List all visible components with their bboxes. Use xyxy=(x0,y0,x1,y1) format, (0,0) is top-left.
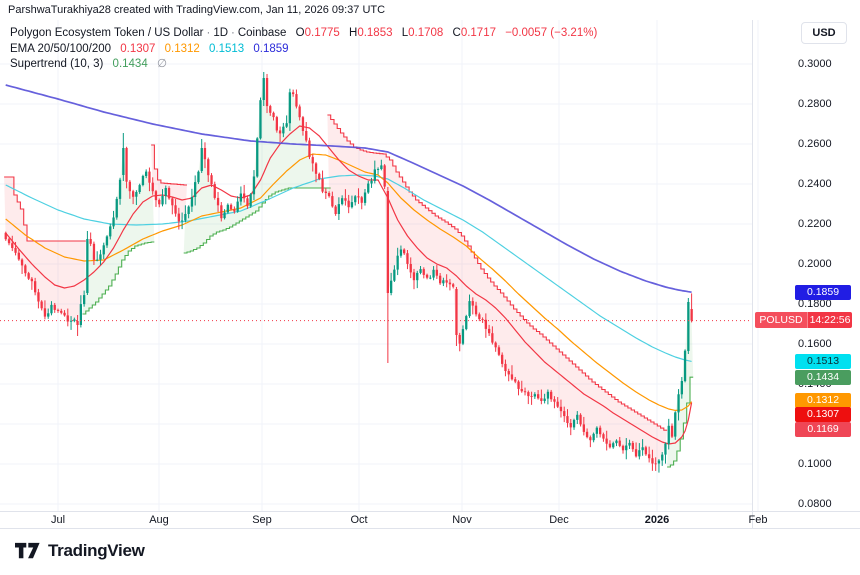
tradingview-logo-text: TradingView xyxy=(48,541,145,560)
price-tick-0.3000: 0.3000 xyxy=(798,57,832,70)
price-tick-0.1800: 0.1800 xyxy=(798,297,832,310)
chart-legend: Polygon Ecosystem Token / US Dollar · 1D · C… xyxy=(10,26,597,73)
price-scale-axis[interactable]: 0.3000 0.2800 0.2600 0.2400 0.2200 0.2000 0.18… xyxy=(753,20,860,512)
ema50-line xyxy=(5,153,693,411)
ema100-line xyxy=(5,174,692,362)
supertrend-price-tag: 0.1434 xyxy=(795,369,851,385)
symbol-title: Polygon Ecosystem Token / US Dollar xyxy=(10,27,204,39)
open-label: O xyxy=(295,27,305,39)
price-tick-0.2800: 0.2800 xyxy=(798,97,832,110)
ema200-line xyxy=(5,84,692,294)
time-label-Sep: Sep xyxy=(252,514,272,526)
price-tick-0.2600: 0.2600 xyxy=(798,137,832,150)
time-label-Feb: Feb xyxy=(748,514,768,526)
ema-label: EMA 20/50/100/200 xyxy=(10,42,112,55)
time-scale-axis[interactable]: Jul Aug Sep Oct Nov Dec 2026 Feb xyxy=(0,512,860,529)
high-value: 0.1853 xyxy=(357,27,393,39)
ema-legend-row[interactable]: EMA 20/50/100/200 0.1307 0.1312 0.1513 0… xyxy=(10,42,597,58)
price-tick-0.0800: 0.0800 xyxy=(798,497,832,510)
time-label-Dec: Dec xyxy=(549,514,569,526)
low-label: L xyxy=(401,27,409,39)
low-value: 0.1708 xyxy=(408,27,444,39)
supertrend-down-price-tag: 0.1169 xyxy=(795,421,851,437)
time-label-2026: 2026 xyxy=(644,514,670,526)
countdown-time: 14:22:56 xyxy=(807,312,852,328)
high-label: H xyxy=(349,27,358,39)
time-label-Oct: Oct xyxy=(350,514,368,526)
price-tick-0.2000: 0.2000 xyxy=(798,257,832,270)
time-label-Aug: Aug xyxy=(149,514,169,526)
attribution-text: ParshwaTurakhiya28 created with TradingV… xyxy=(8,4,386,16)
close-value: 0.1717 xyxy=(460,27,496,39)
ema20-value: 0.1307 xyxy=(120,42,156,55)
ema100-price-tag: 0.1513 xyxy=(795,353,851,369)
change-value: −0.0057 (−3.21%) xyxy=(505,27,598,39)
ema20-price-tag: 0.1307 xyxy=(795,406,851,422)
symbol-legend-row[interactable]: Polygon Ecosystem Token / US Dollar · 1D · C… xyxy=(10,27,598,39)
ema50-value: 0.1312 xyxy=(164,42,200,55)
price-tick-0.2200: 0.2200 xyxy=(798,217,832,230)
countdown-symbol: POLUSD xyxy=(755,312,807,328)
currency-toggle-button[interactable]: USD xyxy=(801,22,847,44)
exchange-label: Coinbase xyxy=(237,27,287,39)
supertrend-label: Supertrend (10, 3) xyxy=(10,58,104,70)
tradingview-footer: TradingView xyxy=(15,541,145,561)
price-tick-0.1600: 0.1600 xyxy=(798,337,832,350)
ema100-value: 0.1513 xyxy=(209,42,245,55)
diameter-icon: ∅ xyxy=(156,58,167,70)
ema200-value: 0.1859 xyxy=(253,42,289,55)
price-tick-0.1000: 0.1000 xyxy=(798,457,832,470)
time-label-Nov: Nov xyxy=(452,514,472,526)
ema20-line xyxy=(5,125,693,445)
time-label-Jul: Jul xyxy=(50,514,66,526)
supertrend-value: 0.1434 xyxy=(112,58,148,70)
tradingview-logo-icon xyxy=(15,542,40,559)
close-label: C xyxy=(452,27,461,39)
symbol-countdown-tag: POLUSD 14:22:56 xyxy=(755,312,852,328)
price-tick-0.2400: 0.2400 xyxy=(798,177,832,190)
ema50-price-tag: 0.1312 xyxy=(795,392,851,408)
supertrend-legend-row[interactable]: Supertrend (10, 3) 0.1434 ∅ xyxy=(10,57,597,73)
interval-label: 1D xyxy=(213,27,229,39)
open-value: 0.1775 xyxy=(304,27,340,39)
ema200-price-tag: 0.1859 xyxy=(795,284,851,300)
